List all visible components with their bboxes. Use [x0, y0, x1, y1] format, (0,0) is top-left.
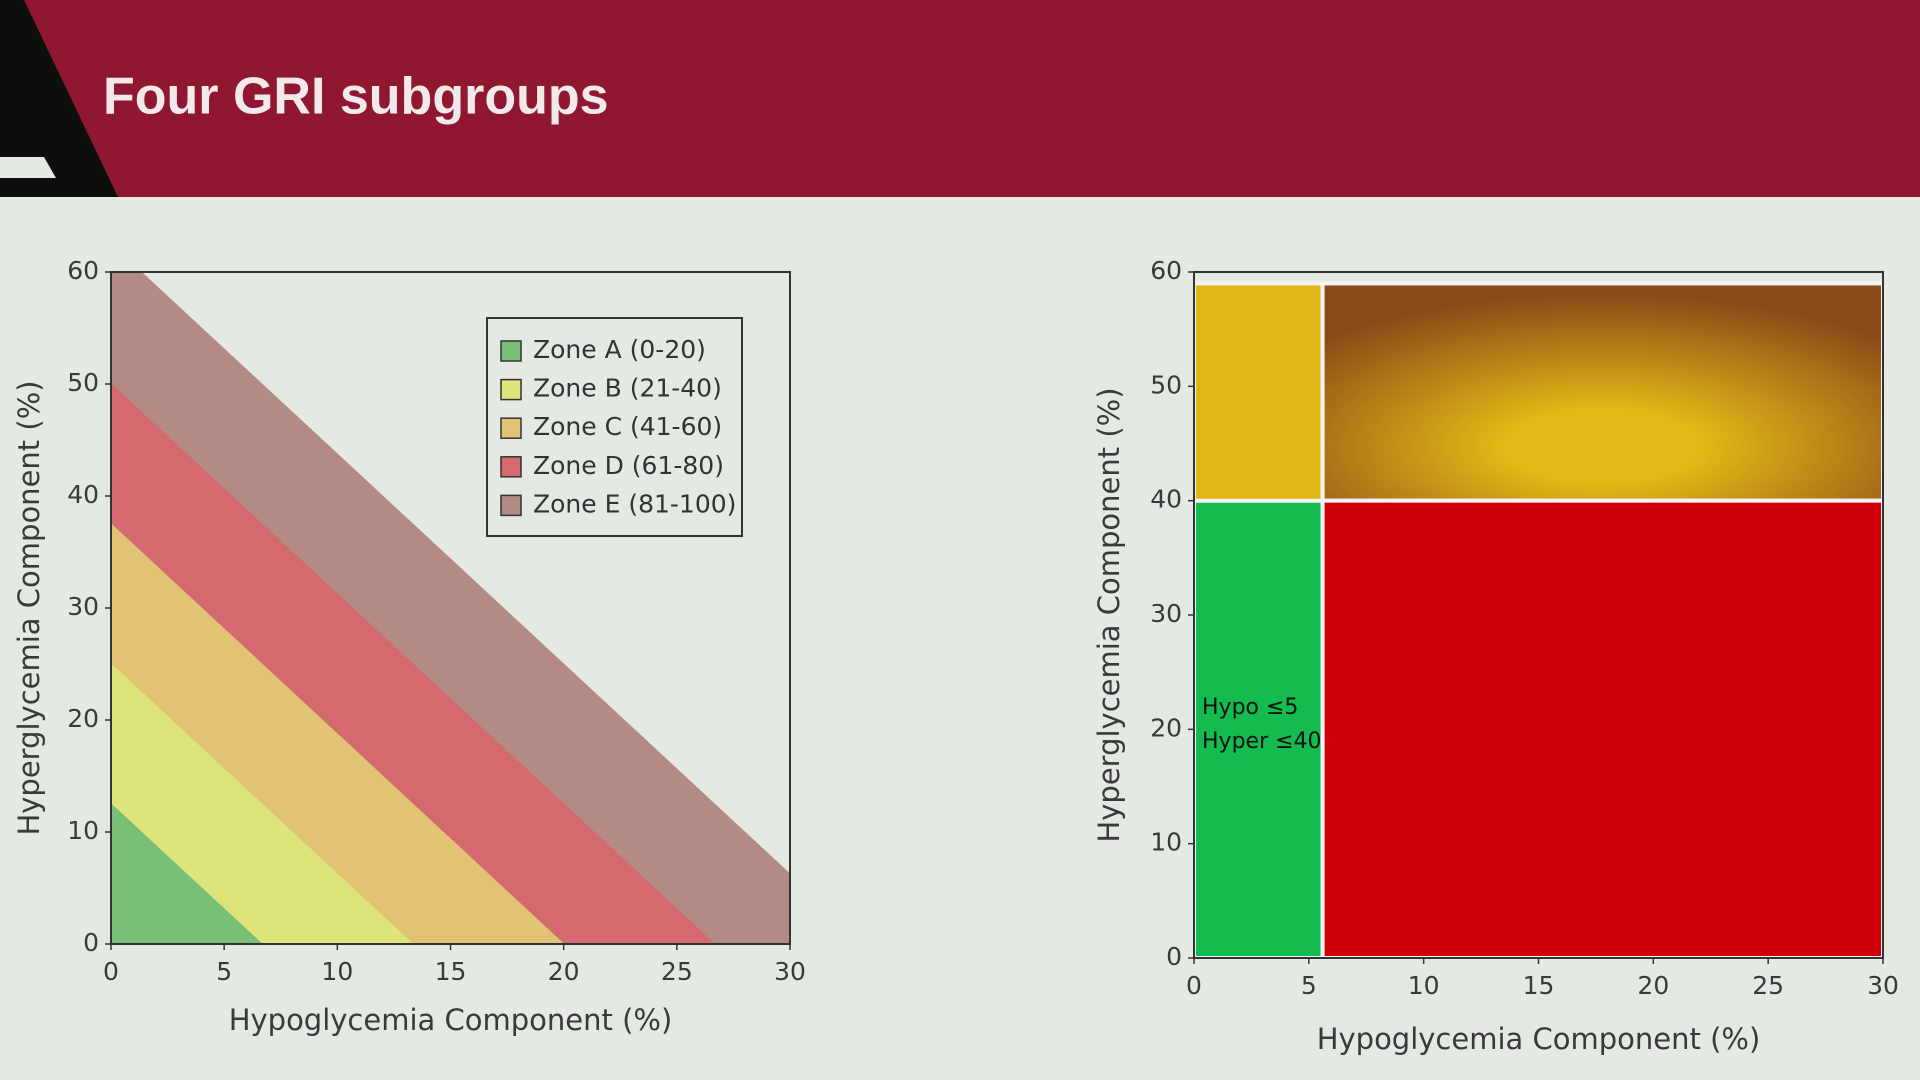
y-tick-label: 20 — [67, 704, 99, 733]
y-axis-label: Hyperglycemia Component (%) — [1092, 387, 1126, 842]
y-tick-label: 50 — [67, 368, 99, 397]
x-axis-label: Hypoglycemia Component (%) — [229, 1003, 673, 1037]
zone-boundary — [111, 523, 565, 944]
y-tick-label: 0 — [83, 928, 99, 957]
y-tick-label: 10 — [67, 816, 99, 845]
y-tick-label: 40 — [67, 480, 99, 509]
zone-rect — [1194, 498, 1325, 958]
x-tick-label: 15 — [1523, 971, 1555, 1000]
legend-label: Zone B (21-40) — [533, 374, 722, 403]
y-tick-label: 60 — [67, 256, 99, 285]
x-axis-label: Hypoglycemia Component (%) — [1317, 1022, 1761, 1056]
header-bar — [0, 0, 1920, 197]
x-tick-label: 10 — [1408, 971, 1440, 1000]
zone-boundary — [111, 663, 414, 944]
legend-label: Zone A (0-20) — [533, 335, 706, 364]
y-tick-label: 40 — [1150, 485, 1182, 514]
annotation: Hyper ≤40 — [1202, 729, 1322, 754]
x-tick-label: 0 — [1186, 971, 1202, 1000]
x-tick-label: 0 — [103, 957, 119, 986]
y-axis-label: Hyperglycemia Component (%) — [12, 380, 46, 835]
x-tick-label: 30 — [774, 957, 806, 986]
y-tick-label: 30 — [1150, 599, 1182, 628]
y-tick-label: 30 — [67, 592, 99, 621]
zone-boundary — [111, 383, 715, 944]
x-tick-label: 30 — [1867, 971, 1899, 1000]
y-tick-label: 50 — [1150, 370, 1182, 399]
y-tick-label: 10 — [1150, 828, 1182, 857]
x-tick-label: 10 — [321, 957, 353, 986]
legend-swatch — [500, 340, 522, 362]
legend-swatch — [500, 494, 522, 517]
y-tick-label: 20 — [1150, 713, 1182, 742]
legend-box — [486, 317, 743, 537]
legend-label: Zone E (81-100) — [533, 489, 736, 518]
plot-area — [1194, 281, 1883, 958]
x-tick-label: 20 — [548, 957, 580, 986]
x-tick-label: 5 — [1301, 971, 1317, 1000]
legend-swatch — [500, 417, 522, 439]
zone-rect — [1194, 281, 1325, 503]
legend-swatch — [500, 378, 522, 401]
legend-swatch — [500, 456, 522, 478]
x-tick-label: 5 — [216, 957, 232, 986]
x-tick-label: 15 — [435, 957, 467, 986]
zone-boundary — [140, 272, 790, 875]
x-tick-label: 25 — [1752, 971, 1784, 1000]
logo-notch — [0, 157, 56, 178]
plot-area — [111, 272, 790, 944]
legend-label: Zone D (61-80) — [533, 451, 724, 480]
y-tick-label: 0 — [1166, 942, 1182, 971]
legend-label: Zone C (41-60) — [533, 412, 722, 441]
zone-rect — [1320, 498, 1883, 958]
x-tick-label: 20 — [1637, 971, 1669, 1000]
slide-title: Four GRI subgroups — [103, 68, 609, 126]
zone-rect — [1320, 281, 1883, 503]
annotation: Hypo ≤5 — [1202, 695, 1298, 720]
x-tick-label: 25 — [661, 957, 693, 986]
logo-stripe — [0, 0, 118, 197]
y-tick-label: 60 — [1150, 256, 1182, 285]
zone-boundary — [111, 803, 263, 944]
